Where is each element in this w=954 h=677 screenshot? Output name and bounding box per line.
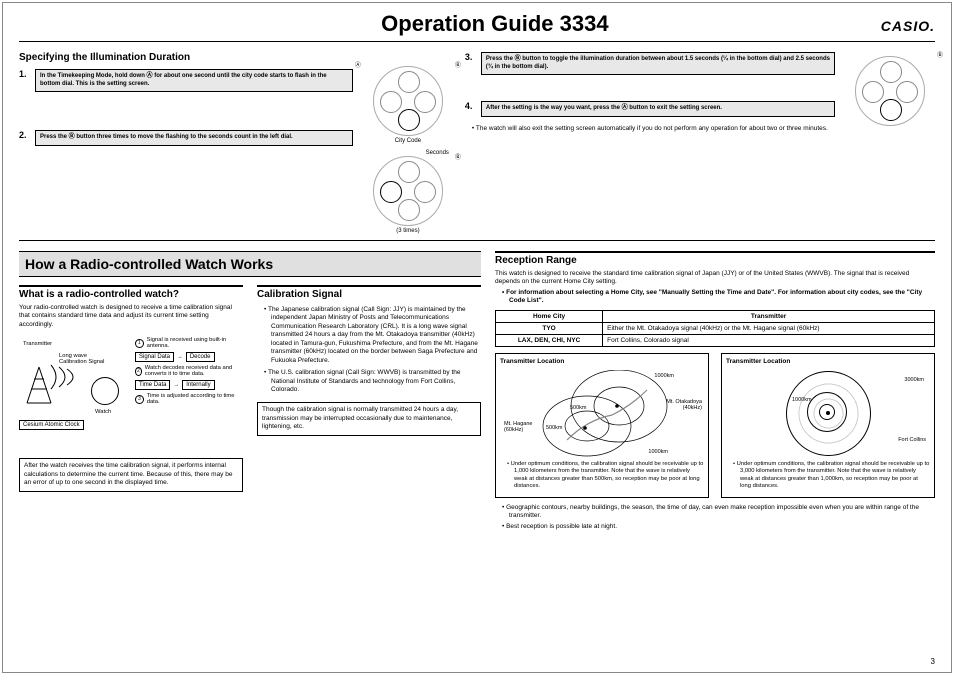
homecity-table: Home CityTransmitter TYOEither the Mt. O… — [495, 310, 935, 347]
cal-b2: The U.S. calibration signal (Call Sign: … — [271, 369, 481, 394]
diag-n2: Watch decodes received data and converts… — [145, 365, 245, 377]
watch-diagram-icon — [373, 156, 443, 226]
foot-b2: Best reception is possible late at night… — [509, 523, 935, 531]
illum-heading: Specifying the Illumination Duration — [19, 52, 353, 63]
jp-otakadoya: Mt. Otakadoya (40kHz) — [658, 399, 702, 411]
jp-1000b: 1000km — [648, 449, 668, 455]
map-heading: Transmitter Location — [726, 358, 930, 365]
upper-section: Specifying the Illumination Duration 1. … — [19, 52, 935, 234]
rec-b1: For information about selecting a Home C… — [509, 289, 935, 306]
us-note: Under optimum conditions, the calibratio… — [740, 461, 930, 491]
what-heading: What is a radio-controlled watch? — [19, 285, 243, 300]
step-3-text: Press the Ⓑ button to toggle the illumin… — [481, 52, 835, 75]
diag-timedata: Time Data — [135, 380, 170, 390]
diag-signaldata: Signal Data — [135, 352, 174, 362]
brand-logo: CASIO. — [881, 18, 935, 34]
us-map-box: Transmitter Location 3000km 1000km Fort … — [721, 353, 935, 498]
th-homecity: Home City — [496, 310, 603, 322]
page: Operation Guide 3334 CASIO. Specifying t… — [2, 2, 952, 673]
jp-note: Under optimum conditions, the calibratio… — [514, 461, 704, 491]
jp-hagane: Mt. Hagane (60kHz) — [504, 421, 544, 433]
td: LAX, DEN, CHI, NYC — [496, 334, 603, 346]
step-2-text: Press the Ⓑ button three times to move t… — [35, 130, 353, 146]
watch-small-icon — [91, 377, 119, 405]
td: TYO — [496, 322, 603, 334]
cal-note: Though the calibration signal is normall… — [257, 402, 481, 435]
th-transmitter: Transmitter — [603, 310, 935, 322]
foot-b1: Geographic contours, nearby buildings, t… — [509, 504, 935, 521]
map-heading: Transmitter Location — [500, 358, 704, 365]
cal-b1: The Japanese calibration signal (Call Si… — [271, 306, 481, 365]
japan-map-box: Transmitter Location Mt. Hagane (60kHz) … — [495, 353, 709, 498]
what-body: Your radio-controlled watch is designed … — [19, 304, 243, 329]
after-note: After the watch receives the time calibr… — [19, 458, 243, 491]
rec-heading: Reception Range — [495, 251, 935, 266]
section-title: How a Radio-controlled Watch Works — [19, 251, 481, 277]
japan-map-icon — [517, 370, 687, 458]
diag-decode: Decode — [186, 352, 215, 362]
jp-1000: 1000km — [654, 373, 674, 379]
diag-watch: Watch — [95, 409, 111, 415]
page-number: 3 — [931, 657, 935, 666]
diag-transmitter: Transmitter — [23, 341, 52, 347]
rec-body: This watch is designed to receive the st… — [495, 270, 935, 287]
step-1-text: In the Timekeeping Mode, hold down Ⓐ for… — [35, 69, 353, 92]
step-number: 1. — [19, 69, 31, 79]
watch-diagram-icon — [373, 66, 443, 136]
jp-500a: 500km — [570, 405, 587, 411]
globe-icon — [786, 371, 871, 456]
td: Fort Collins, Colorado signal — [603, 334, 935, 346]
us-fc: Fort Collins — [898, 437, 926, 443]
autoexit-note: The watch will also exit the setting scr… — [479, 125, 835, 133]
diag-n3: Time is adjusted according to time data. — [147, 393, 245, 405]
doc-title: Operation Guide 3334 — [109, 11, 881, 37]
step-number: 4. — [465, 101, 477, 111]
lower-section: How a Radio-controlled Watch Works What … — [19, 251, 935, 533]
diag-n1: Signal is received using built-in antenn… — [147, 337, 245, 349]
td: Either the Mt. Otakadoya signal (40kHz) … — [603, 322, 935, 334]
watch-diagram-icon — [855, 56, 925, 126]
us-1000: 1000km — [792, 397, 812, 403]
3times-label: (3 times) — [363, 228, 453, 234]
cal-heading: Calibration Signal — [257, 285, 481, 300]
diag-internally: Internally — [182, 380, 214, 390]
diag-cesium: Cesium Atomic Clock — [19, 420, 84, 430]
jp-500b: 500km — [546, 425, 563, 431]
us-3000: 3000km — [904, 377, 924, 383]
step-number: 2. — [19, 130, 31, 140]
header: Operation Guide 3334 CASIO. — [19, 11, 935, 42]
step-4-text: After the setting is the way you want, p… — [481, 101, 835, 117]
step-number: 3. — [465, 52, 477, 62]
section-divider — [19, 240, 935, 241]
